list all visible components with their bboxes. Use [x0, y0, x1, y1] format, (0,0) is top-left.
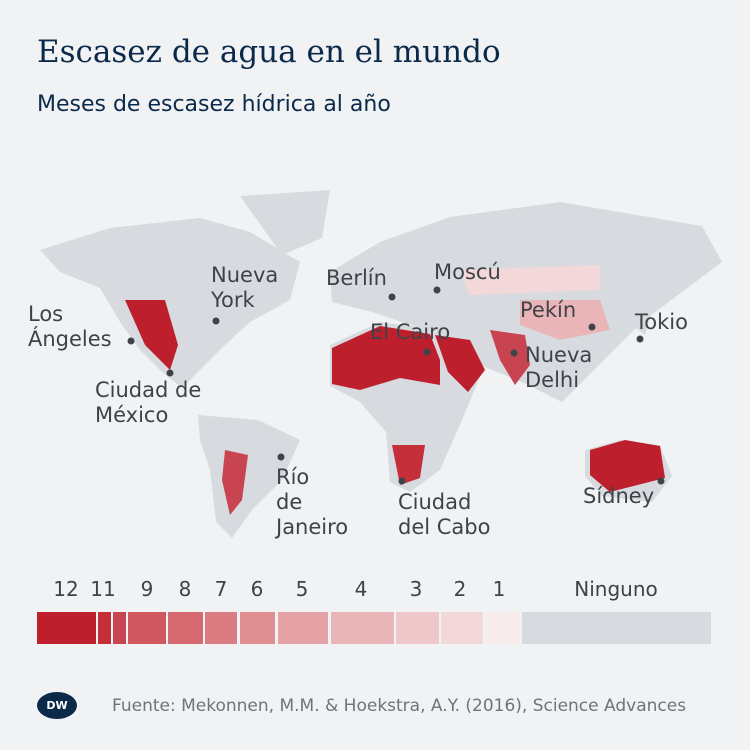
legend-swatch-12	[37, 612, 96, 644]
legend-label: 5	[295, 577, 309, 601]
legend-swatch-4	[331, 612, 394, 644]
page-title: Escasez de agua en el mundo	[37, 34, 501, 70]
legend-swatch-9	[128, 612, 166, 644]
legend-label: 12	[53, 577, 79, 601]
south-america	[198, 415, 300, 538]
legend-swatch-1	[485, 612, 520, 644]
city-label-los-angeles: Los Ángeles	[28, 302, 112, 351]
city-label-new-york: Nueva York	[211, 263, 279, 312]
legend-swatch-10	[113, 612, 126, 644]
city-label-sydney: Sídney	[583, 484, 655, 508]
city-label-berlin: Berlín	[326, 266, 387, 290]
legend-label: 4	[354, 577, 368, 601]
greenland	[240, 190, 330, 255]
legend-label: 3	[409, 577, 423, 601]
subtitle: Meses de escasez hídrica al año	[37, 92, 391, 117]
legend-swatch-11	[98, 612, 111, 644]
city-label-new-delhi: Nueva Delhi	[525, 343, 593, 392]
north-america	[40, 218, 300, 388]
city-label-rio-de-janeiro: Río de Janeiro	[276, 465, 349, 539]
legend-swatch-8	[168, 612, 203, 644]
city-label-moscow: Moscú	[434, 260, 501, 284]
legend-swatch-none	[522, 612, 711, 644]
scarcity-areas	[125, 265, 665, 515]
dw-logo: DW	[37, 692, 77, 719]
legend-label: 7	[214, 577, 228, 601]
japan	[636, 300, 652, 335]
city-label-cairo: El Cairo	[370, 320, 451, 344]
legend-label: 2	[453, 577, 467, 601]
legend-label: 6	[250, 577, 264, 601]
city-label-mexico-city: Ciudad de México	[95, 378, 202, 427]
legend-swatch-6	[240, 612, 275, 644]
legend-swatch-2	[441, 612, 483, 644]
city-label-cape-town: Ciudad del Cabo	[398, 490, 491, 539]
legend-swatch-7	[205, 612, 237, 644]
legend-swatch-3	[396, 612, 439, 644]
legend-label: 8	[178, 577, 192, 601]
legend-label: 11	[90, 577, 116, 601]
legend-label: Ninguno	[574, 577, 658, 601]
city-label-beijing: Pekín	[520, 298, 577, 322]
legend-label: 9	[140, 577, 154, 601]
city-dots	[127, 286, 665, 485]
source-note: Fuente: Mekonnen, M.M. & Hoekstra, A.Y. …	[112, 696, 687, 716]
city-label-tokyo: Tokio	[635, 310, 688, 334]
legend-swatch-5	[278, 612, 328, 644]
world-map	[40, 190, 722, 538]
legend-label: 1	[492, 577, 506, 601]
